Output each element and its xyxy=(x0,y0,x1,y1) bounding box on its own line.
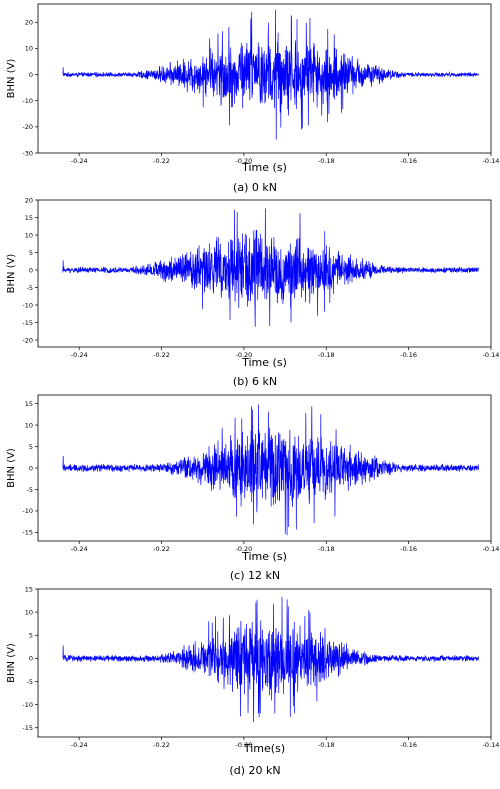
y-tick-label: 0 xyxy=(29,71,33,79)
x-tick-label: -0.22 xyxy=(153,157,170,165)
y-tick-label: 15 xyxy=(25,585,33,593)
y-tick-label: -10 xyxy=(22,701,33,709)
signal-line xyxy=(62,404,479,536)
x-axis-label: Time (s) xyxy=(241,161,287,174)
y-tick-label: 20 xyxy=(25,19,33,27)
y-tick-label: 0 xyxy=(29,464,33,472)
x-tick-label: -0.16 xyxy=(400,741,417,749)
x-tick-label: -0.18 xyxy=(318,545,335,553)
y-tick-label: 10 xyxy=(25,231,33,239)
x-tick-label: -0.18 xyxy=(318,157,335,165)
chart-panel-4: -0.24 -0.22 -0.20 -0.18 -0.16 -0.14 -15 -10 -5 0 5… xyxy=(6,585,499,777)
y-tick-label: 15 xyxy=(25,400,33,408)
y-tick-label: -5 xyxy=(27,486,33,494)
signal-line xyxy=(62,208,479,327)
panel-caption: (b) 6 kN xyxy=(233,375,277,388)
y-tick-label: 5 xyxy=(29,443,33,451)
y-axis-label: BHN (V) xyxy=(6,643,17,683)
x-tick-label: -0.16 xyxy=(400,545,417,553)
panel-caption: (a) 0 kN xyxy=(233,181,277,194)
y-tick-label: 10 xyxy=(25,421,33,429)
plot-frame xyxy=(37,588,492,738)
x-tick-label: -0.24 xyxy=(71,157,88,165)
y-tick-label: 20 xyxy=(25,196,33,204)
signal-line xyxy=(62,596,479,723)
x-axis-label: Time (s) xyxy=(241,356,287,369)
x-tick-label: -0.14 xyxy=(483,741,500,749)
x-tick-label: -0.14 xyxy=(483,157,500,165)
x-tick-label: -0.20 xyxy=(235,351,252,359)
x-tick-label: -0.18 xyxy=(318,351,335,359)
y-axis-label: BHN (V) xyxy=(6,59,17,99)
y-tick-label: 0 xyxy=(29,266,33,274)
y-tick-label: 15 xyxy=(25,214,33,222)
y-tick-label: -10 xyxy=(22,97,33,105)
x-tick-label: -0.22 xyxy=(153,741,170,749)
x-tick-label: -0.16 xyxy=(400,157,417,165)
x-tick-label: -0.22 xyxy=(153,545,170,553)
x-tick-label: -0.22 xyxy=(153,351,170,359)
y-tick-label: -30 xyxy=(22,149,33,157)
y-tick-label: -10 xyxy=(22,507,33,515)
x-tick-label: -0.24 xyxy=(71,741,88,749)
y-tick-label: -20 xyxy=(22,123,33,131)
signal-line xyxy=(62,9,479,140)
y-tick-label: 10 xyxy=(25,608,33,616)
x-tick-label: -0.14 xyxy=(483,351,500,359)
y-tick-label: -5 xyxy=(27,284,33,292)
x-tick-label: -0.24 xyxy=(71,351,88,359)
x-axis-label: Time(s) xyxy=(243,742,285,755)
x-axis-label: Time (s) xyxy=(241,550,287,563)
x-tick-label: -0.18 xyxy=(318,741,335,749)
x-tick-label: -0.20 xyxy=(235,741,252,749)
x-tick-label: -0.24 xyxy=(71,545,88,553)
y-tick-label: -5 xyxy=(27,678,33,686)
y-axis-label: BHN (V) xyxy=(6,448,17,488)
plot-frame xyxy=(37,199,492,348)
y-tick-label: -20 xyxy=(22,336,33,344)
panel-caption: (c) 12 kN xyxy=(230,569,280,582)
y-tick-label: -15 xyxy=(22,724,33,732)
y-tick-label: 10 xyxy=(25,45,33,53)
x-tick-label: -0.14 xyxy=(483,545,500,553)
chart-panel-3: -0.24 -0.22 -0.20 -0.18 -0.16 -0.14 -15 -10 -5 0 5… xyxy=(6,394,500,582)
y-tick-label: 0 xyxy=(29,655,33,663)
plot-frame xyxy=(37,3,492,154)
x-tick-label: -0.20 xyxy=(235,157,252,165)
y-axis-label: BHN (V) xyxy=(6,254,17,294)
chart-panel-1: -0.24 -0.22 -0.20 -0.18 -0.16 -0.14 -30 -20 -10 0… xyxy=(6,3,500,194)
y-tick-label: -15 xyxy=(22,319,33,327)
y-tick-label: 5 xyxy=(29,249,33,257)
y-tick-label: -10 xyxy=(22,301,33,309)
y-tick-label: 5 xyxy=(29,632,33,640)
chart-panel-2: -0.24 -0.22 -0.20 -0.18 -0.16 -0.14 -20 -15 -10 -… xyxy=(6,196,499,388)
x-tick-label: -0.20 xyxy=(235,545,252,553)
panel-caption: (d) 20 kN xyxy=(229,764,280,777)
y-tick-label: -15 xyxy=(22,529,33,537)
x-tick-label: -0.16 xyxy=(400,351,417,359)
